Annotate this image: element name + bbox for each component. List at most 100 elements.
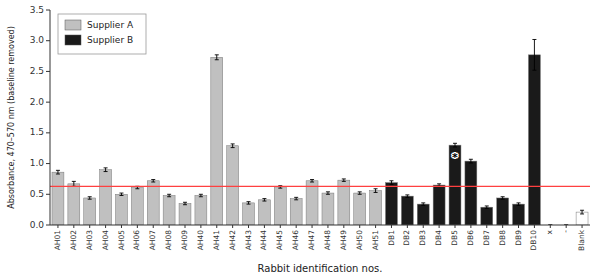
bar (370, 191, 382, 225)
error-cap (247, 201, 251, 202)
x-tick-label: AH47 (307, 230, 316, 251)
y-tick (46, 194, 50, 195)
x-tick (153, 225, 154, 228)
error-cap (342, 181, 346, 182)
error-stem (57, 170, 58, 174)
error-cap (389, 180, 393, 181)
error-cap (532, 70, 536, 71)
error-bar (358, 192, 362, 194)
x-tick (534, 225, 535, 228)
y-axis-label: Absorbance, 470–570 nm (baseline removed… (7, 26, 16, 209)
error-bar (151, 180, 155, 182)
legend-label: Supplier B (87, 35, 133, 45)
x-tick (185, 225, 186, 228)
bar (163, 196, 175, 225)
x-tick-label: AH51 (371, 230, 380, 251)
error-bar (104, 168, 108, 172)
y-tick-label: 2.0 (30, 97, 45, 107)
error-cap (421, 205, 425, 206)
error-cap (167, 196, 171, 197)
error-cap (183, 204, 187, 205)
y-tick-label: 2.5 (30, 66, 44, 76)
error-cap (294, 199, 298, 200)
y-tick-label: 3.5 (30, 5, 44, 15)
x-tick-label: AH07 (148, 230, 157, 251)
x-tick (470, 225, 471, 228)
legend: Supplier A Supplier B (58, 14, 146, 54)
bar (52, 172, 64, 225)
annotation: * (452, 151, 458, 164)
x-tick (359, 225, 360, 228)
error-stem (455, 143, 456, 147)
x-tick-label: DB7 (482, 230, 491, 246)
bar (528, 55, 540, 225)
error-bar (294, 197, 298, 199)
bar (497, 198, 509, 225)
error-cap (501, 196, 505, 197)
error-bar (405, 195, 409, 197)
error-cap (358, 191, 362, 192)
x-tick (57, 225, 58, 228)
error-cap (215, 59, 219, 60)
error-cap (405, 194, 409, 195)
bars (50, 39, 590, 225)
x-tick-label: DB2 (402, 230, 411, 246)
bar (258, 200, 270, 225)
error-cap (151, 179, 155, 180)
x-tick (423, 225, 424, 228)
y-tick (46, 132, 50, 133)
bar (68, 184, 80, 225)
error-cap (358, 194, 362, 195)
error-cap (389, 184, 393, 185)
error-stem (534, 39, 535, 70)
error-cap (517, 205, 521, 206)
x-tick (327, 225, 328, 228)
error-bar (72, 181, 76, 186)
error-bar (532, 39, 536, 70)
bar (274, 187, 286, 225)
y-tick-label: 3.0 (30, 35, 45, 45)
x-tick-label: AH43 (244, 230, 253, 251)
error-cap (183, 202, 187, 203)
x-tick (169, 225, 170, 228)
error-cap (326, 194, 330, 195)
error-cap (231, 143, 235, 144)
y-tick-label: 0.0 (30, 220, 45, 230)
bar (401, 196, 413, 225)
bar (354, 193, 366, 225)
y-tick (46, 163, 50, 164)
error-cap (151, 182, 155, 183)
error-bar (374, 189, 378, 193)
x-tick-label: DB8 (498, 230, 507, 246)
x-tick (343, 225, 344, 228)
error-bar (421, 203, 425, 205)
x-tick (455, 225, 456, 228)
error-cap (72, 181, 76, 182)
x-tick (566, 225, 567, 228)
error-cap (453, 146, 457, 147)
x-tick-label: DB6 (466, 230, 475, 246)
error-cap (88, 199, 92, 200)
y-tick (46, 40, 50, 41)
legend-label: Supplier A (87, 20, 134, 30)
y-tick-label: 1.0 (30, 158, 45, 168)
error-stem (470, 159, 471, 163)
x-tick (137, 225, 138, 228)
error-cap (580, 210, 584, 211)
error-cap (342, 178, 346, 179)
x-tick-label: DB1 (387, 230, 396, 246)
bar (243, 203, 255, 225)
error-cap (453, 143, 457, 144)
error-cap (215, 54, 219, 55)
y-tick (46, 71, 50, 72)
bar (147, 181, 159, 225)
x-tick (407, 225, 408, 228)
x-tick (312, 225, 313, 228)
bar (211, 57, 223, 225)
bar (481, 207, 493, 225)
y-tick-label: 1.5 (30, 127, 44, 137)
error-bar (247, 202, 251, 204)
error-cap (501, 199, 505, 200)
cutoff-line (50, 186, 590, 187)
error-bar (453, 143, 457, 147)
